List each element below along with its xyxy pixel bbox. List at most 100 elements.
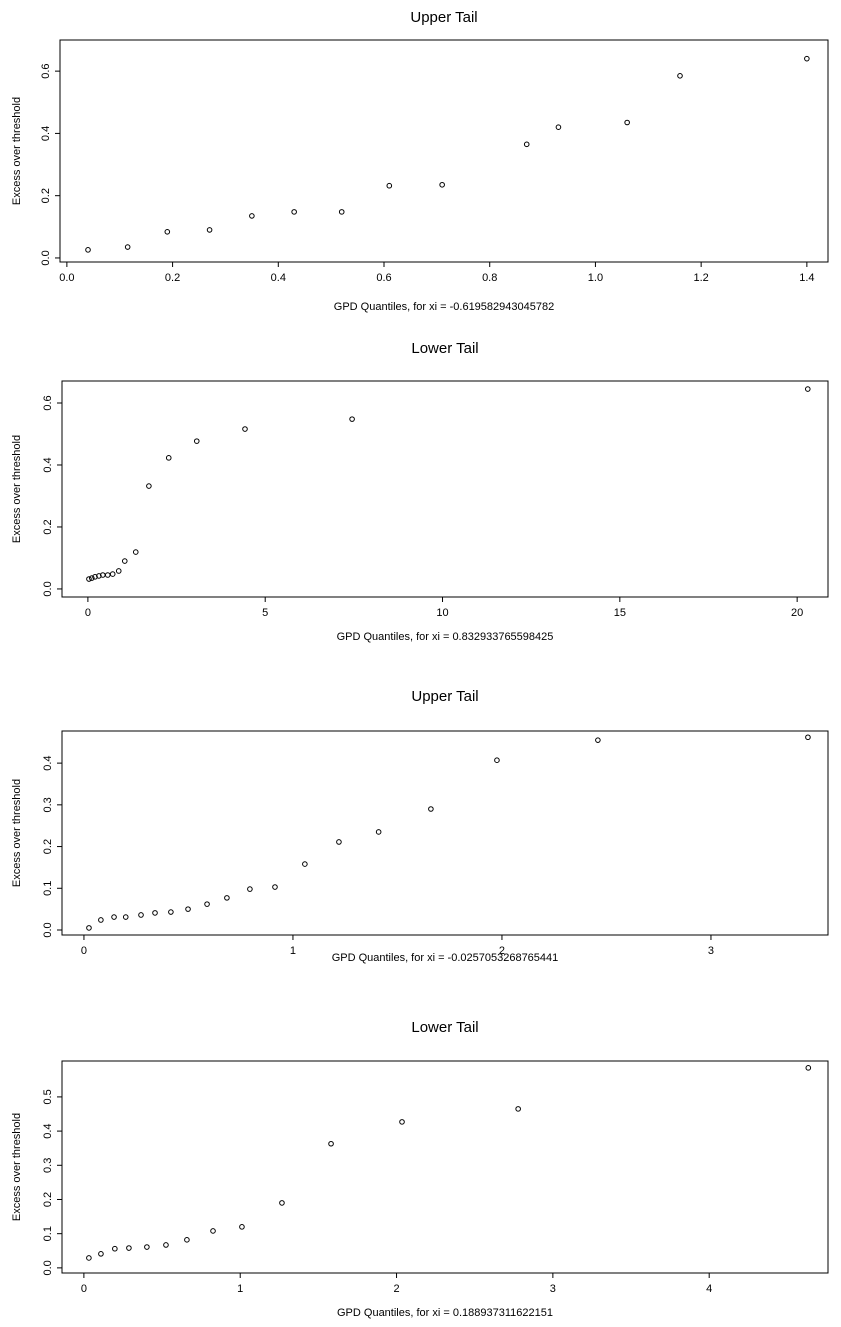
x-axis-label: GPD Quantiles, for xi = -0.0257053268765…	[332, 952, 559, 964]
chart-title: Lower Tail	[411, 1019, 478, 1036]
data-point	[194, 439, 199, 444]
x-tick-label: 2	[499, 945, 505, 957]
data-point	[86, 248, 91, 253]
y-tick-label: 0.6	[42, 395, 54, 410]
data-point	[806, 735, 811, 740]
chart-title: Lower Tail	[411, 340, 478, 357]
data-point	[145, 1245, 150, 1250]
y-tick-label: 0.2	[40, 188, 52, 203]
y-tick-label: 0.5	[42, 1089, 54, 1104]
x-tick-label: 1.2	[693, 272, 708, 284]
x-tick-label: 1.0	[588, 272, 603, 284]
data-point	[205, 902, 210, 907]
data-point	[139, 913, 144, 918]
data-point	[113, 1246, 118, 1251]
x-tick-label: 0.4	[271, 272, 286, 284]
x-tick-label: 1	[290, 945, 296, 957]
data-point	[99, 1252, 104, 1257]
x-tick-label: 3	[708, 945, 714, 957]
x-tick-label: 2	[393, 1283, 399, 1295]
data-point	[280, 1201, 285, 1206]
y-tick-label: 0.2	[42, 1192, 54, 1207]
y-tick-label: 0.0	[40, 250, 52, 265]
y-tick-label: 0.0	[42, 922, 54, 937]
y-tick-label: 0.3	[42, 1158, 54, 1173]
data-point	[225, 896, 230, 901]
x-tick-label: 20	[791, 607, 803, 619]
y-tick-label: 0.4	[40, 126, 52, 141]
x-axis-label: GPD Quantiles, for xi = 0.83293376559842…	[337, 631, 554, 643]
x-tick-label: 0	[81, 945, 87, 957]
y-tick-label: 0.0	[42, 1260, 54, 1275]
y-tick-label: 0.4	[42, 457, 54, 472]
y-tick-label: 0.2	[42, 519, 54, 534]
y-axis-label: Excess over threshold	[11, 435, 23, 543]
data-point	[112, 915, 117, 920]
data-point	[110, 572, 115, 577]
data-point	[116, 569, 121, 574]
y-tick-label: 0.4	[42, 755, 54, 770]
data-point	[122, 559, 127, 564]
plot-frame	[62, 731, 828, 935]
data-point	[133, 550, 138, 555]
y-tick-label: 0.4	[42, 1123, 54, 1138]
x-axis-label: GPD Quantiles, for xi = -0.6195829430457…	[334, 301, 554, 313]
data-point	[678, 74, 683, 79]
plot-frame	[62, 381, 828, 597]
data-point	[805, 56, 810, 61]
x-tick-label: 15	[614, 607, 626, 619]
y-tick-label: 0.6	[40, 63, 52, 78]
data-point	[147, 484, 152, 489]
data-point	[87, 1256, 92, 1261]
data-point	[164, 1243, 169, 1248]
data-point	[303, 862, 308, 867]
x-axis-label: GPD Quantiles, for xi = 0.18893731162215…	[337, 1307, 553, 1319]
y-axis-label: Excess over threshold	[11, 97, 23, 205]
data-point	[123, 915, 128, 920]
data-point	[243, 427, 248, 432]
plot-frame	[62, 1061, 828, 1273]
page: Upper Tail GPD Quantiles, for xi = -0.619…	[0, 0, 841, 1327]
data-point	[127, 1246, 132, 1251]
data-point	[400, 1120, 405, 1125]
data-point	[329, 1141, 334, 1146]
data-point	[105, 573, 110, 578]
data-point	[211, 1229, 216, 1234]
data-point	[250, 214, 255, 219]
x-tick-label: 1.4	[799, 272, 814, 284]
data-point	[516, 1107, 521, 1112]
data-point	[440, 182, 445, 187]
plot-frame	[60, 40, 828, 262]
data-point	[125, 245, 130, 250]
data-point	[186, 907, 191, 912]
y-tick-label: 0.2	[42, 839, 54, 854]
y-tick-label: 0.1	[42, 1226, 54, 1241]
data-point	[556, 125, 561, 130]
data-point	[805, 387, 810, 392]
x-tick-label: 0.8	[482, 272, 497, 284]
data-point	[207, 228, 212, 233]
x-tick-label: 10	[436, 607, 448, 619]
data-point	[387, 183, 392, 188]
data-point	[240, 1225, 245, 1230]
chart-title: Upper Tail	[411, 688, 478, 705]
data-point	[524, 142, 529, 147]
data-point	[625, 120, 630, 125]
x-tick-label: 4	[706, 1283, 712, 1295]
data-point	[596, 738, 601, 743]
x-tick-label: 0.2	[165, 272, 180, 284]
chart-title: Upper Tail	[410, 9, 477, 26]
x-tick-label: 0.6	[376, 272, 391, 284]
x-tick-label: 3	[550, 1283, 556, 1295]
data-point	[495, 758, 500, 763]
y-tick-label: 0.3	[42, 797, 54, 812]
data-point	[337, 840, 342, 845]
y-axis-label: Excess over threshold	[11, 1113, 23, 1221]
data-point	[339, 210, 344, 215]
data-point	[248, 887, 253, 892]
data-point	[153, 911, 158, 916]
x-tick-label: 5	[262, 607, 268, 619]
data-point	[350, 417, 355, 422]
data-point	[806, 1066, 811, 1071]
data-point	[376, 830, 381, 835]
